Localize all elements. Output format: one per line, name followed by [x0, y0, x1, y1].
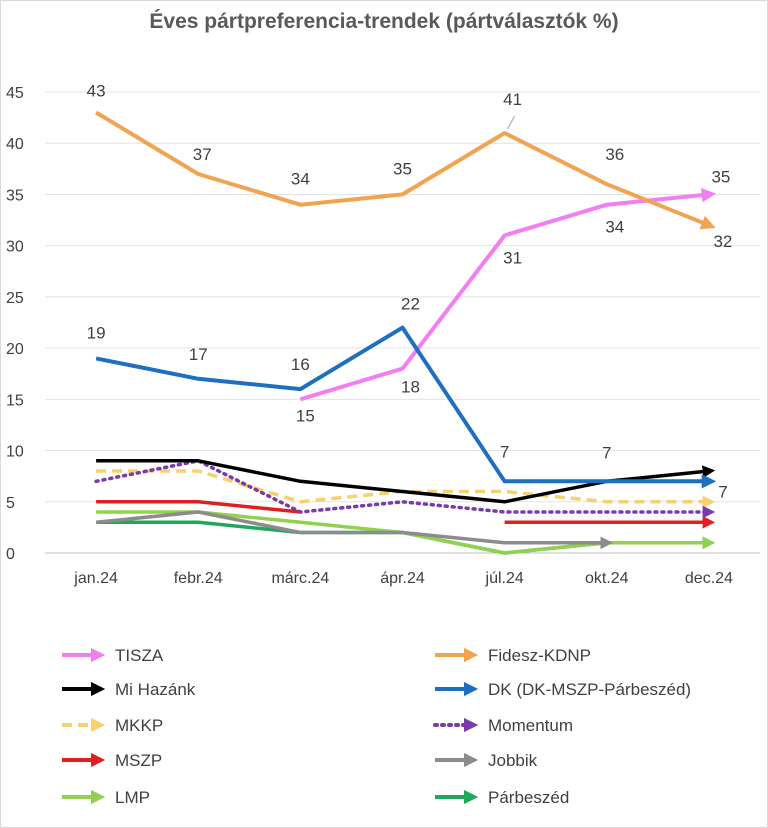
label-leader-line: [507, 115, 516, 130]
y-tick-label: 0: [6, 546, 15, 563]
legend-label: DK (DK-MSZP-Párbeszéd): [488, 680, 691, 699]
legend: TISZA Fidesz-KDNP Mi Hazánk DK (DK-MSZP-Pár…: [62, 646, 691, 807]
axes: 0 5 10 15 20 25 30 35 40 45 jan.24 febr.24 márc.24 áp…: [6, 85, 733, 587]
x-tick-label: febr.24: [174, 570, 223, 587]
legend-label: Párbeszéd: [488, 788, 569, 807]
legend-label: MSZP: [115, 751, 162, 770]
data-label: 37: [193, 145, 212, 164]
series-line-mkkp: [96, 469, 716, 509]
series-line-mszp: [96, 500, 301, 514]
series-line-tisza: [299, 187, 717, 402]
data-label: 18: [401, 378, 420, 397]
data-label: 31: [503, 248, 522, 267]
y-tick-label: 20: [6, 341, 24, 358]
y-tick-label: 40: [6, 136, 24, 153]
data-label: 34: [605, 218, 624, 237]
x-tick-label: dec.24: [685, 570, 733, 587]
legend-label: TISZA: [115, 646, 164, 665]
series-line-jobbik: [95, 510, 614, 550]
data-label: 43: [87, 81, 106, 100]
y-tick-label: 5: [6, 495, 15, 512]
legend-label: LMP: [115, 788, 150, 807]
data-label: 34: [291, 170, 310, 189]
data-label: 32: [713, 232, 732, 251]
x-tick-label: ápr.24: [380, 570, 425, 587]
chart-title: Éves pártpreferencia-trendek (pártválasz…: [149, 10, 619, 33]
x-tick-label: jan.24: [73, 570, 118, 587]
y-tick-label: 30: [6, 239, 24, 256]
series-lines: [94, 110, 717, 555]
data-label: 7: [602, 443, 611, 462]
data-label: 41: [503, 90, 522, 109]
data-label: 17: [189, 345, 208, 364]
x-tick-label: márc.24: [271, 570, 329, 587]
data-label: 7: [718, 482, 727, 501]
y-tick-label: 35: [6, 187, 24, 204]
legend-label: Momentum: [488, 716, 573, 735]
series-line-dk-dk-mszp-p-rbesz-d-: [95, 325, 717, 489]
data-label: 35: [393, 159, 412, 178]
data-label: 15: [296, 406, 315, 425]
legend-label: MKKP: [115, 716, 163, 735]
data-labels: 15 18 31 34 35 43 37 34 35 41 36 32 19 17 16 22 7 7 7: [87, 81, 733, 501]
y-tick-label: 25: [6, 290, 24, 307]
legend-label: Mi Hazánk: [115, 680, 196, 699]
data-label: 16: [291, 355, 310, 374]
data-label: 35: [711, 167, 730, 186]
x-tick-label: okt.24: [585, 570, 629, 587]
data-label: 7: [500, 442, 509, 461]
y-tick-label: 15: [6, 392, 24, 409]
x-tick-label: júl.24: [485, 570, 524, 587]
y-tick-label: 45: [6, 85, 24, 102]
data-label: 19: [87, 323, 106, 342]
legend-label: Fidesz-KDNP: [488, 646, 591, 665]
series-line-fidesz-kdnp: [95, 110, 716, 230]
data-label: 22: [401, 295, 420, 314]
series-line-p-rbesz-d: [96, 520, 716, 555]
y-tick-label: 10: [6, 444, 24, 461]
legend-label: Jobbik: [488, 751, 538, 770]
data-label: 36: [605, 145, 624, 164]
series-line-momentum: [94, 459, 716, 519]
